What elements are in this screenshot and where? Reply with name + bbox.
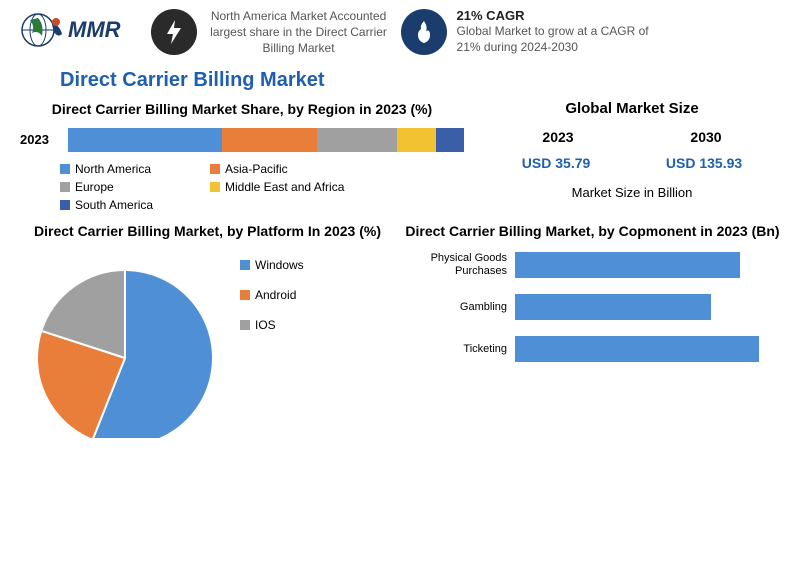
platform-chart: Direct Carrier Billing Market, by Platfo… — [20, 222, 395, 438]
component-row: Physical Goods Purchases — [405, 252, 780, 278]
fact2-title: 21% CAGR — [457, 8, 661, 23]
logo: MMR — [20, 8, 121, 52]
header: MMR North America Market Accounted large… — [0, 0, 800, 57]
legend-swatch — [210, 182, 220, 192]
component-chart-title: Direct Carrier Billing Market, by Copmon… — [405, 222, 780, 240]
component-label: Physical Goods Purchases — [405, 252, 515, 278]
legend-swatch — [210, 164, 220, 174]
stacked-segment — [222, 128, 317, 152]
pie-wrap: Windows Android IOS — [20, 248, 395, 438]
main-title: Direct Carrier Billing Market — [60, 69, 800, 92]
market-size-values: USD 35.79 USD 135.93 — [484, 145, 780, 171]
stacked-segment — [397, 128, 437, 152]
market-size-years: 2023 2030 — [484, 129, 780, 145]
legend-swatch — [240, 290, 250, 300]
region-year-label: 2023 — [20, 132, 60, 147]
component-bar — [515, 336, 759, 362]
component-bar — [515, 294, 711, 320]
pie-legend: Windows Android IOS — [240, 248, 370, 332]
platform-chart-title: Direct Carrier Billing Market, by Platfo… — [20, 222, 395, 240]
market-size-subtitle: Market Size in Billion — [484, 185, 780, 200]
legend-label: Windows — [255, 258, 304, 272]
region-chart-title: Direct Carrier Billing Market Share, by … — [20, 100, 464, 118]
legend-label: North America — [75, 162, 151, 176]
legend-label: IOS — [255, 318, 276, 332]
component-bars: Physical Goods Purchases Gambling Ticketin… — [405, 252, 780, 362]
ms-val-0: USD 35.79 — [522, 155, 590, 171]
flame-icon — [401, 9, 447, 55]
fact2-textblock: 21% CAGR Global Market to grow at a CAGR… — [457, 8, 661, 55]
lightning-icon — [151, 9, 197, 55]
stacked-bar-row: 2023 — [20, 128, 464, 152]
ms-year-1: 2030 — [690, 129, 721, 145]
stacked-segment — [436, 128, 464, 152]
legend-item: Android — [240, 288, 370, 302]
component-label: Gambling — [405, 301, 515, 314]
legend-swatch — [240, 260, 250, 270]
legend-swatch — [60, 164, 70, 174]
stacked-segment — [68, 128, 222, 152]
fact-block-1: North America Market Accounted largest s… — [151, 8, 391, 57]
legend-item: IOS — [240, 318, 370, 332]
region-chart: Direct Carrier Billing Market Share, by … — [20, 100, 464, 212]
market-size-block: Global Market Size 2023 2030 USD 35.79 U… — [484, 100, 780, 212]
pie-chart — [30, 248, 220, 438]
legend-label: Android — [255, 288, 296, 302]
legend-swatch — [60, 200, 70, 210]
legend-label: Asia-Pacific — [225, 162, 288, 176]
legend-item: Middle East and Africa — [210, 180, 344, 194]
market-size-title: Global Market Size — [484, 100, 780, 117]
stacked-bar — [68, 128, 464, 152]
logo-text: MMR — [68, 17, 121, 43]
component-label: Ticketing — [405, 343, 515, 356]
fact1-text: North America Market Accounted largest s… — [207, 8, 391, 57]
legend-label: South America — [75, 198, 153, 212]
legend-item: South America — [60, 198, 190, 212]
region-legend: North America Asia-Pacific Europe Middle Ea… — [20, 162, 464, 212]
component-row: Ticketing — [405, 336, 780, 362]
legend-swatch — [240, 320, 250, 330]
legend-item: Windows — [240, 258, 370, 272]
component-bar — [515, 252, 740, 278]
legend-label: Europe — [75, 180, 114, 194]
legend-label: Middle East and Africa — [225, 180, 344, 194]
ms-val-1: USD 135.93 — [666, 155, 742, 171]
fact-block-2: 21% CAGR Global Market to grow at a CAGR… — [401, 8, 661, 55]
upper-grid: Direct Carrier Billing Market Share, by … — [0, 100, 800, 212]
component-bar-track — [515, 294, 780, 320]
component-bar-track — [515, 336, 780, 362]
stacked-segment — [317, 128, 396, 152]
lower-grid: Direct Carrier Billing Market, by Platfo… — [0, 212, 800, 438]
ms-year-0: 2023 — [542, 129, 573, 145]
component-row: Gambling — [405, 294, 780, 320]
legend-item: Asia-Pacific — [210, 162, 340, 176]
legend-item: North America — [60, 162, 190, 176]
legend-swatch — [60, 182, 70, 192]
component-bar-track — [515, 252, 780, 278]
fact2-text: Global Market to grow at a CAGR of 21% d… — [457, 23, 661, 55]
legend-item: Europe — [60, 180, 190, 194]
globe-icon — [20, 8, 64, 52]
component-chart: Direct Carrier Billing Market, by Copmon… — [405, 222, 780, 438]
